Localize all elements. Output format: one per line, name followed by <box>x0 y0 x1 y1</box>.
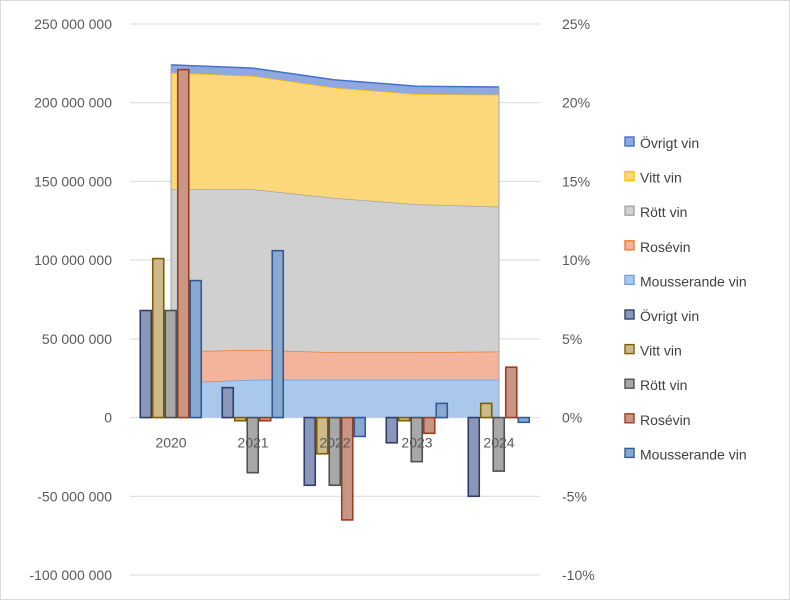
legend[interactable]: Övrigt vin Vitt vin Rött vin Rosévin Mousser… <box>624 134 747 462</box>
right-tick-label: 15% <box>562 173 590 189</box>
legend-item[interactable]: Mousserande vin <box>624 273 747 289</box>
legend-label: Vitt vin <box>640 170 682 186</box>
legend-label: Rött vin <box>640 377 687 393</box>
bar-rött-vin-2023 <box>410 416 424 463</box>
area-vitt-vin <box>171 72 499 207</box>
area-edge <box>170 64 500 88</box>
right-tick-label: -5% <box>562 488 587 504</box>
bar-vitt-vin-2020 <box>151 257 165 419</box>
bar-vitt-vin-2023 <box>397 416 411 422</box>
legend-item[interactable]: Vitt vin <box>624 343 682 359</box>
left-tick-label: 100 000 000 <box>34 252 112 268</box>
legend-item[interactable]: Övrigt vin <box>624 134 699 151</box>
bar-övrigt-vin-2022 <box>303 416 317 487</box>
legend-item[interactable]: Mousserande vin <box>624 446 747 462</box>
legend-swatch <box>624 378 635 389</box>
category-label: 2022 <box>319 435 350 451</box>
legend-swatch <box>624 413 635 424</box>
legend-label: Rosévin <box>640 412 691 428</box>
bar-rött-vin-2022 <box>328 416 342 487</box>
right-tick-label: 20% <box>562 95 590 111</box>
bar-rosévin-2024 <box>504 366 518 419</box>
bar-vitt-vin-2022 <box>315 416 329 455</box>
legend-label: Mousserande vin <box>640 273 747 289</box>
change-bars <box>139 68 531 521</box>
left-tick-label: 0 <box>104 410 112 426</box>
legend-swatch <box>624 274 635 286</box>
left-axis-ticks: 250 000 000 200 000 000 150 000 000 100 000… <box>29 16 112 583</box>
bar-mousserande-vin-2023 <box>435 402 449 419</box>
area-rosévin <box>171 349 499 383</box>
legend-swatch <box>624 309 635 320</box>
bar-rött-vin-2021 <box>246 416 260 474</box>
legend-item[interactable]: Rosévin <box>624 239 691 255</box>
area-mousserande-vin <box>171 379 499 418</box>
bar-mousserande-vin-2020 <box>189 279 203 419</box>
bar-mousserande-vin-2024 <box>517 416 531 424</box>
area-övrigt-vin <box>171 64 499 95</box>
right-tick-label: 10% <box>562 252 590 268</box>
bar-rosévin-2021 <box>258 416 272 422</box>
bar-vitt-vin-2024 <box>479 402 493 419</box>
category-label: 2021 <box>237 435 268 451</box>
left-tick-label: 250 000 000 <box>34 16 112 32</box>
left-tick-label: 150 000 000 <box>34 173 112 189</box>
left-tick-label: -100 000 000 <box>29 567 112 583</box>
legend-swatch <box>624 343 635 355</box>
legend-item[interactable]: Vitt vin <box>624 170 682 186</box>
legend-swatch <box>624 170 635 182</box>
legend-swatch <box>624 240 635 251</box>
left-tick-label: 200 000 000 <box>34 95 112 111</box>
bar-övrigt-vin-2024 <box>467 416 481 498</box>
bar-övrigt-vin-2023 <box>385 416 399 444</box>
bar-rött-vin-2020 <box>164 309 178 419</box>
legend-label: Rött vin <box>640 204 687 220</box>
right-tick-label: 5% <box>562 331 582 347</box>
area-rött-vin <box>171 189 499 353</box>
category-label: 2023 <box>401 435 432 451</box>
stacked-areas <box>170 64 500 418</box>
legend-swatch <box>624 136 635 147</box>
legend-swatch <box>624 447 635 459</box>
legend-label: Övrigt vin <box>640 307 699 324</box>
legend-item[interactable]: Rött vin <box>624 204 687 220</box>
left-tick-label: -50 000 000 <box>37 488 112 504</box>
category-labels: 2020 2021 2022 2023 2024 <box>155 435 514 451</box>
legend-label: Rosévin <box>640 239 691 255</box>
bar-rött-vin-2024 <box>492 416 506 472</box>
bar-rosévin-2023 <box>422 416 436 435</box>
right-tick-label: 25% <box>562 16 590 32</box>
bar-mousserande-vin-2021 <box>271 249 285 419</box>
bar-rosévin-2022 <box>340 416 354 521</box>
bar-rosévin-2020 <box>176 68 190 419</box>
legend-item[interactable]: Rött vin <box>624 377 687 393</box>
legend-item[interactable]: Övrigt vin <box>624 307 699 324</box>
legend-label: Vitt vin <box>640 343 682 359</box>
bar-övrigt-vin-2020 <box>139 309 153 419</box>
left-tick-label: 50 000 000 <box>42 331 112 347</box>
bar-övrigt-vin-2021 <box>221 386 235 419</box>
bar-vitt-vin-2021 <box>233 416 247 422</box>
category-label: 2024 <box>483 435 514 451</box>
legend-swatch <box>624 205 635 216</box>
legend-label: Mousserande vin <box>640 446 747 462</box>
bar-mousserande-vin-2022 <box>353 416 367 438</box>
right-axis-ticks: 25% 20% 15% 10% 5% 0% -5% -10% <box>562 16 595 583</box>
legend-item[interactable]: Rosévin <box>624 412 691 428</box>
right-tick-label: -10% <box>562 567 595 583</box>
legend-label: Övrigt vin <box>640 134 699 151</box>
right-tick-label: 0% <box>562 410 582 426</box>
category-label: 2020 <box>155 435 186 451</box>
